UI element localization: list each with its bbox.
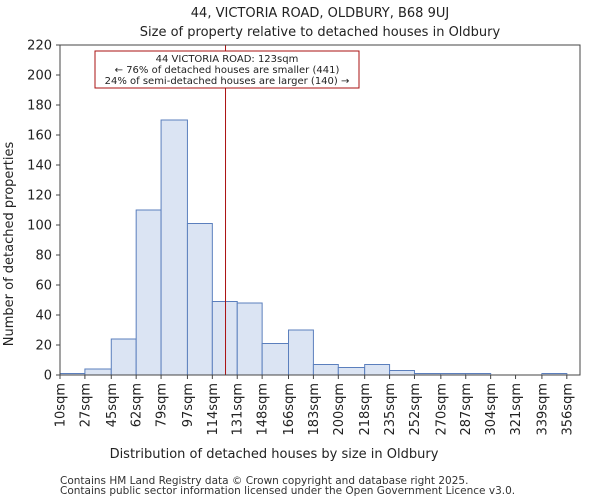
x-tick-label: 148sqm: [256, 383, 271, 436]
x-tick-label: 339sqm: [535, 383, 550, 436]
x-tick-label: 114sqm: [206, 383, 221, 436]
annotation-frame: [94, 50, 360, 89]
bar-114sqm: [211, 301, 238, 376]
y-tick-label: 140: [27, 159, 52, 174]
bar-79sqm: [160, 119, 188, 376]
annotation-line-3: 24% of semi-detached houses are larger (…: [105, 76, 350, 87]
footer-line-2: Contains public sector information licen…: [60, 485, 515, 497]
bar-235sqm: [389, 370, 415, 376]
y-tick-label: 220: [27, 39, 52, 54]
y-tick-label: 200: [27, 69, 52, 84]
chart-title: 44, VICTORIA ROAD, OLDBURY, B68 9UJ: [191, 6, 449, 21]
x-axis: 10sqm 27sqm 45sqm 62sqm 79sqm 97sqm 114sqm 131s…: [54, 375, 575, 436]
y-axis-label: Number of detached properties: [2, 142, 17, 347]
y-axis: 0 20 40 60 80 100 120 140 160 180 200 220: [27, 39, 60, 384]
x-tick-label: 200sqm: [332, 383, 347, 436]
plot-frame: [59, 44, 581, 376]
x-axis-label: Distribution of detached houses by size …: [110, 447, 439, 462]
y-tick-label: 40: [35, 309, 52, 324]
y-tick-label: 20: [35, 339, 52, 354]
x-tick-label: 97sqm: [181, 383, 196, 427]
x-tick-label: 356sqm: [560, 383, 575, 436]
bar-62sqm: [135, 209, 162, 376]
bar-148sqm: [261, 343, 290, 376]
x-tick-label: 183sqm: [307, 383, 322, 436]
bars: [59, 119, 568, 376]
bar-218sqm: [364, 364, 391, 376]
x-tick-label: 218sqm: [358, 383, 373, 436]
bar-200sqm: [337, 367, 366, 376]
y-tick-label: 0: [44, 369, 52, 384]
footer-line-1: Contains HM Land Registry data © Crown c…: [60, 475, 468, 487]
y-tick-label: 180: [27, 99, 52, 114]
y-tick-label: 160: [27, 129, 52, 144]
x-tick-label: 321sqm: [509, 383, 524, 436]
bar-131sqm: [236, 302, 263, 376]
bar-97sqm: [186, 223, 213, 376]
bar-27sqm: [84, 368, 112, 376]
x-tick-label: 252sqm: [408, 383, 423, 436]
y-tick-label: 60: [35, 279, 52, 294]
x-tick-label: 235sqm: [383, 383, 398, 436]
bar-183sqm: [312, 364, 339, 376]
x-tick-label: 10sqm: [54, 383, 69, 427]
y-tick-label: 80: [35, 249, 52, 264]
bar-45sqm: [110, 338, 137, 376]
x-tick-label: 166sqm: [282, 383, 297, 436]
y-tick-label: 100: [27, 219, 52, 234]
y-tick-label: 120: [27, 189, 52, 204]
annotation-line-2: ← 76% of detached houses are smaller (44…: [115, 65, 340, 76]
x-tick-label: 287sqm: [459, 383, 474, 436]
bar-166sqm: [288, 329, 314, 376]
chart-subtitle: Size of property relative to detached ho…: [140, 25, 501, 40]
x-tick-label: 270sqm: [434, 383, 449, 436]
x-tick-label: 304sqm: [484, 383, 499, 436]
annotation-line-1: 44 VICTORIA ROAD: 123sqm: [156, 54, 299, 65]
x-tick-label: 62sqm: [130, 383, 145, 427]
annotation-box: 44 VICTORIA ROAD: 123sqm ← 76% of detach…: [94, 50, 360, 89]
x-tick-label: 27sqm: [78, 383, 93, 427]
x-tick-label: 79sqm: [155, 383, 170, 427]
x-tick-label: 45sqm: [105, 383, 120, 427]
x-tick-label: 131sqm: [231, 383, 246, 436]
